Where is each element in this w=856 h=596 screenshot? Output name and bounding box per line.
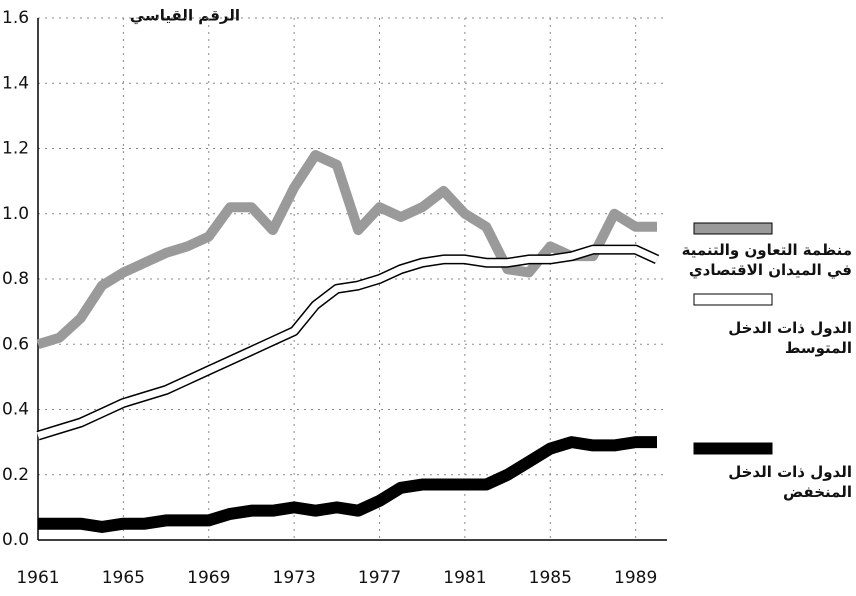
y-tick-label: 0.2 — [2, 465, 29, 485]
x-tick-label: 1985 — [529, 568, 572, 588]
legend-label: الدول ذات الدخل المتوسط — [728, 319, 852, 357]
legend-swatch — [693, 442, 773, 455]
x-tick-label: 1961 — [16, 568, 59, 588]
x-tick-label: 1989 — [614, 568, 657, 588]
y-tick-label: 0.4 — [2, 400, 29, 420]
series-line — [38, 436, 657, 533]
series-line — [36, 246, 659, 439]
legend-swatch — [693, 293, 773, 306]
y-tick-label: 1.2 — [2, 139, 29, 159]
x-tick-label: 1969 — [187, 568, 230, 588]
y-tick-label: 0.0 — [2, 530, 29, 550]
y-tick-label: 0.8 — [2, 269, 29, 289]
x-tick-label: 1977 — [358, 568, 401, 588]
y-tick-label: 1.6 — [2, 8, 29, 28]
legend-swatch — [693, 222, 773, 235]
line-outline — [36, 244, 660, 441]
x-tick-label: 1981 — [443, 568, 486, 588]
x-tick-label: 1973 — [273, 568, 316, 588]
y-tick-label: 1.0 — [2, 204, 29, 224]
series-line — [36, 150, 657, 350]
legend-label: منظمة التعاون والتنمية في الميدان الاقتص… — [681, 241, 852, 279]
legend-label: الدول ذات الدخل المنخفض — [728, 463, 852, 501]
y-axis-label: الرقم القياسي — [130, 7, 240, 25]
y-tick-label: 0.6 — [2, 334, 29, 354]
x-tick-label: 1965 — [102, 568, 145, 588]
y-tick-label: 1.4 — [2, 73, 29, 93]
